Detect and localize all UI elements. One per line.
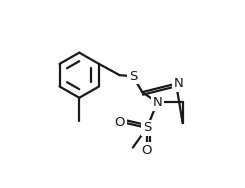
Text: S: S xyxy=(143,121,151,134)
Text: N: N xyxy=(174,77,184,90)
Text: O: O xyxy=(114,116,125,129)
Text: S: S xyxy=(129,70,137,83)
Text: O: O xyxy=(142,144,152,157)
Text: N: N xyxy=(152,96,162,109)
